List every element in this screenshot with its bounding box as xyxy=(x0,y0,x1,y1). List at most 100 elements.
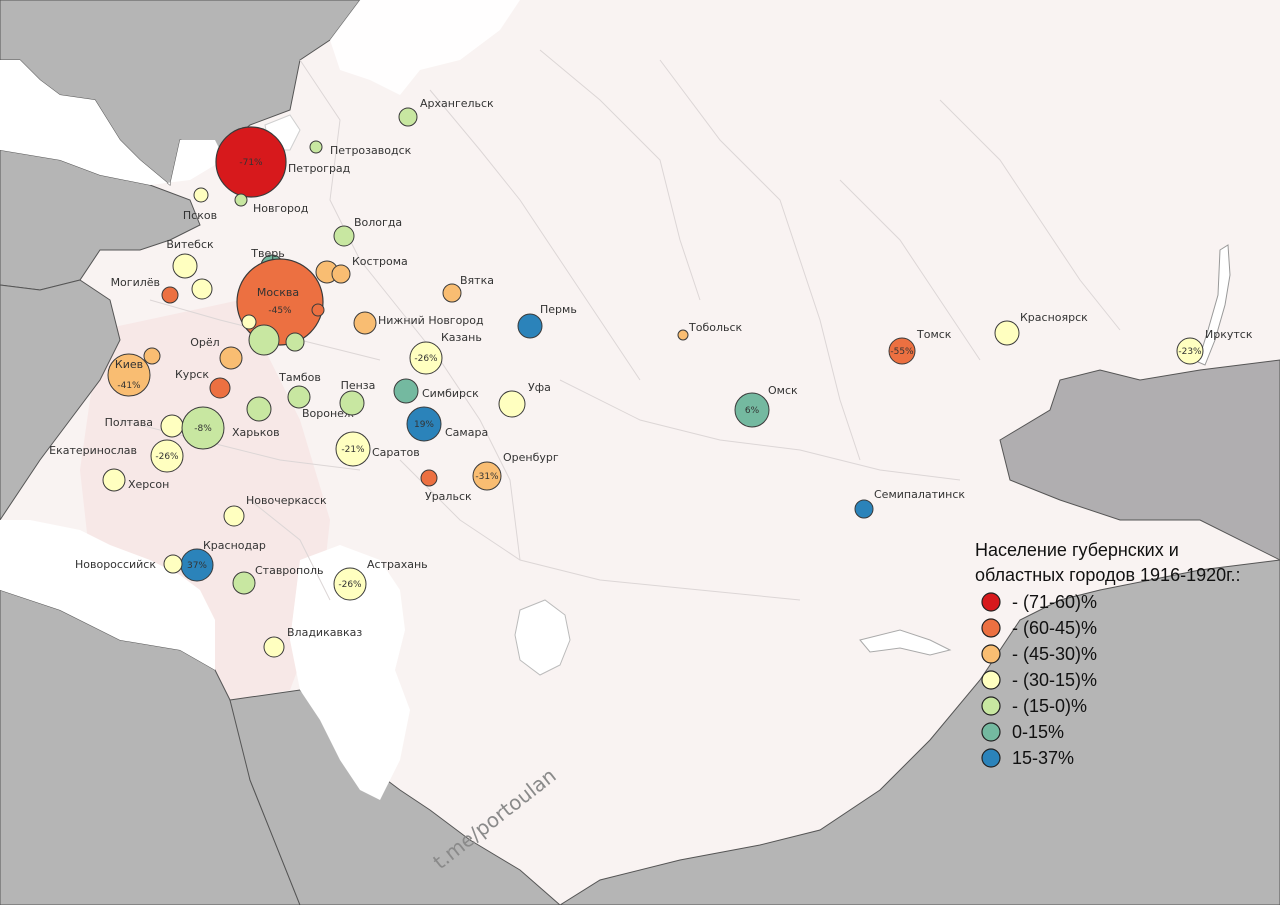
city-circle xyxy=(1176,337,1204,365)
city-marker: Новороссийск xyxy=(75,554,183,574)
city-circle xyxy=(734,392,770,428)
city-name-label: Уральск xyxy=(425,490,472,503)
city-marker xyxy=(248,324,280,356)
legend-swatch xyxy=(981,644,1001,664)
city-marker: Тамбов xyxy=(278,371,321,409)
city-circle xyxy=(287,385,311,409)
city-circle xyxy=(442,283,462,303)
city-marker: Семипалатинск xyxy=(854,488,965,519)
city-name-label: Петроград xyxy=(288,162,351,175)
city-circle xyxy=(353,311,377,335)
city-name-label: Иркутск xyxy=(1205,328,1253,341)
city-marker: Воронеж xyxy=(246,396,354,422)
city-percent-label: -26% xyxy=(338,580,362,590)
city-marker: Орёл xyxy=(190,336,243,370)
city-circle xyxy=(333,225,355,247)
city-name-label: Могилёв xyxy=(111,276,160,289)
city-marker: Пенза xyxy=(339,379,375,416)
city-marker xyxy=(285,332,305,352)
city-name-label: Тобольск xyxy=(688,321,743,334)
city-name-label: Орёл xyxy=(190,336,219,349)
city-marker: Казань-26% xyxy=(409,331,482,375)
city-circle xyxy=(888,337,916,365)
city-marker: Харьков -8% xyxy=(181,406,280,450)
caspian-sea xyxy=(290,545,410,800)
city-marker: Москва -45% xyxy=(236,258,324,346)
legend-swatch xyxy=(981,696,1001,716)
city-circle xyxy=(677,329,689,341)
legend-swatch xyxy=(981,748,1001,768)
city-marker: Псков xyxy=(183,187,217,222)
city-name-label: Новгород xyxy=(253,202,309,215)
city-marker xyxy=(191,278,213,300)
city-percent-label: 6% xyxy=(745,406,760,416)
city-name-label: Семипалатинск xyxy=(874,488,965,501)
city-circle xyxy=(232,571,256,595)
city-percent-label: -21% xyxy=(341,445,365,455)
city-circle xyxy=(193,187,209,203)
city-name-label: Кострома xyxy=(352,255,408,268)
city-marker: Вологда xyxy=(333,216,402,247)
city-marker xyxy=(241,314,257,330)
city-percent-label: -45% xyxy=(268,306,292,316)
city-circle xyxy=(311,303,325,317)
city-name-label: Киев xyxy=(115,358,143,371)
city-name-label: Пермь xyxy=(540,303,577,316)
city-marker: Владикавказ xyxy=(263,626,362,658)
city-marker: Витебск xyxy=(166,238,214,279)
city-marker: Томск-55% xyxy=(888,328,952,365)
city-circle xyxy=(181,406,225,450)
city-marker: Киев -41% xyxy=(107,353,151,397)
city-percent-label: -31% xyxy=(475,472,499,482)
city-marker: Екатеринослав -26% xyxy=(49,439,184,473)
city-name-label: Ставрополь xyxy=(255,564,323,577)
city-name-label: Уфа xyxy=(528,381,551,394)
city-marker: Полтава xyxy=(105,414,184,438)
city-marker: Петрозаводск xyxy=(309,140,412,157)
city-circle xyxy=(263,636,285,658)
city-name-label: Витебск xyxy=(166,238,214,251)
city-marker xyxy=(143,347,161,365)
city-circle xyxy=(150,439,184,473)
city-circle xyxy=(854,499,874,519)
city-name-label: Самара xyxy=(445,426,488,439)
city-name-label: Томск xyxy=(916,328,952,341)
legend-item: 0-15% xyxy=(981,722,1064,742)
city-circle xyxy=(219,346,243,370)
legend-swatch xyxy=(981,592,1001,612)
city-marker: Ставрополь xyxy=(232,564,323,595)
legend-label: 0-15% xyxy=(1012,722,1064,742)
city-marker: Могилёв xyxy=(111,276,179,304)
legend-label: - (60-45)% xyxy=(1012,618,1097,638)
city-circle xyxy=(236,258,324,346)
city-circle xyxy=(248,324,280,356)
city-circle xyxy=(331,264,351,284)
city-marker: Херсон xyxy=(102,468,169,492)
city-name-label: Вятка xyxy=(460,274,494,287)
region-borders xyxy=(119,49,1121,601)
city-name-label: Тверь xyxy=(250,247,284,260)
legend-swatch xyxy=(981,618,1001,638)
city-name-label: Нижний Новгород xyxy=(378,314,484,327)
city-marker: Иркутск-23% xyxy=(1176,328,1253,365)
city-name-label: Омск xyxy=(768,384,798,397)
city-circle xyxy=(102,468,126,492)
city-circle xyxy=(234,193,248,207)
city-circle xyxy=(209,377,231,399)
city-name-label: Харьков xyxy=(232,426,280,439)
black-sea xyxy=(0,520,215,670)
city-marker: Саратов -21% xyxy=(335,431,420,467)
city-circle xyxy=(339,390,365,416)
city-marker xyxy=(331,264,351,284)
legend-item: - (30-15)% xyxy=(981,670,1097,690)
city-name-label: Казань xyxy=(441,331,482,344)
city-name-label: Псков xyxy=(183,209,217,222)
city-marker: Астрахань -26% xyxy=(333,558,428,601)
lake-baikal xyxy=(1197,244,1231,366)
city-name-label: Вологда xyxy=(354,216,402,229)
white-sea xyxy=(330,0,520,95)
city-percent-label: 19% xyxy=(414,420,434,430)
city-marker: Петроград -71% xyxy=(215,126,351,198)
city-circle xyxy=(163,554,183,574)
city-circle xyxy=(172,253,198,279)
